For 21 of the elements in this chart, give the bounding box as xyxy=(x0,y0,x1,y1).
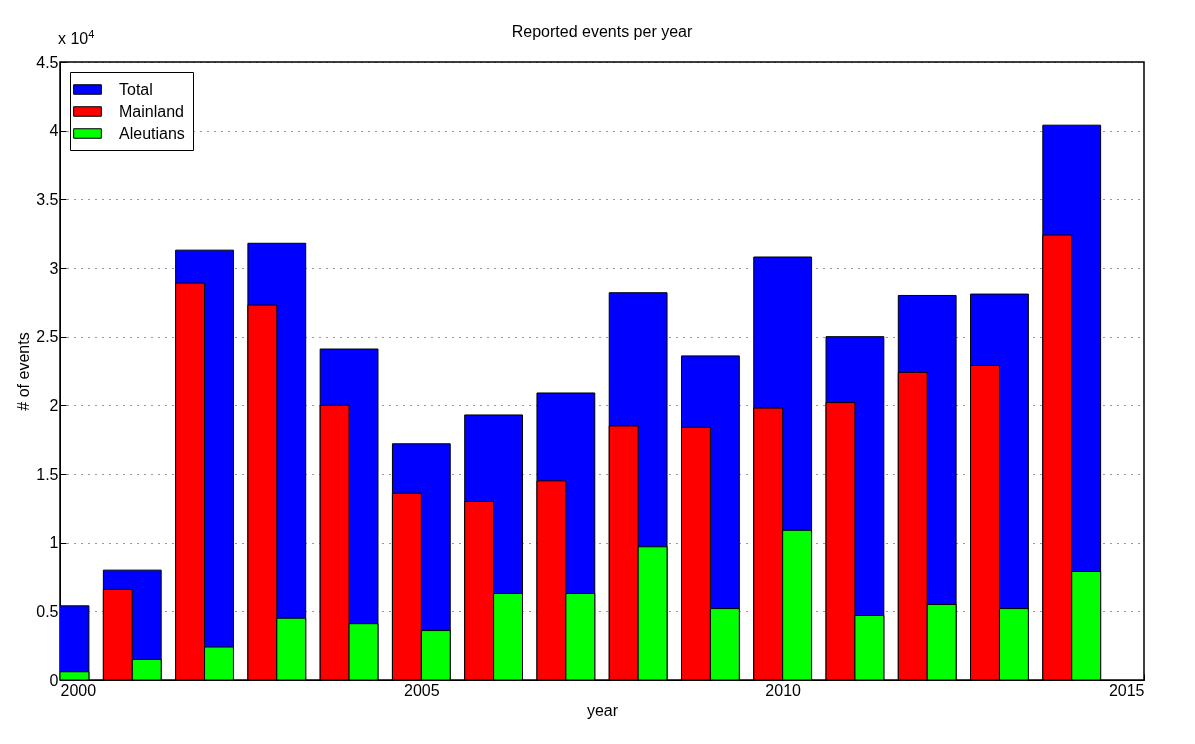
y-tick-label: 0.5 xyxy=(36,602,59,620)
y-tick-label: 4.5 xyxy=(36,53,59,71)
x-axis-title: year xyxy=(586,701,619,719)
y-tick-label: 2 xyxy=(49,396,59,414)
y-axis-title: # of events xyxy=(15,332,33,411)
legend-label: Total xyxy=(119,80,153,98)
y-tick-label: 3 xyxy=(49,259,59,277)
y-tick-label: 1.5 xyxy=(36,465,59,483)
y-tick-label: 1 xyxy=(49,534,59,552)
text: x 10$^{4}$ xyxy=(58,28,95,49)
x-tick-label: 2010 xyxy=(765,681,802,699)
x-tick-label: 2005 xyxy=(404,681,440,699)
y-tick-label: 4 xyxy=(49,122,59,140)
x-tick-label: 2000 xyxy=(60,681,97,699)
legend-label: Aleutians xyxy=(119,124,185,142)
chart-title: Reported events per year xyxy=(511,23,693,40)
x-tick-label: 2015 xyxy=(1108,681,1145,699)
y-tick-label: 2.5 xyxy=(36,328,59,346)
y-tick-label: 3.5 xyxy=(36,190,59,208)
y-tick-label: 0 xyxy=(49,671,59,689)
legend-label: Mainland xyxy=(119,102,184,120)
